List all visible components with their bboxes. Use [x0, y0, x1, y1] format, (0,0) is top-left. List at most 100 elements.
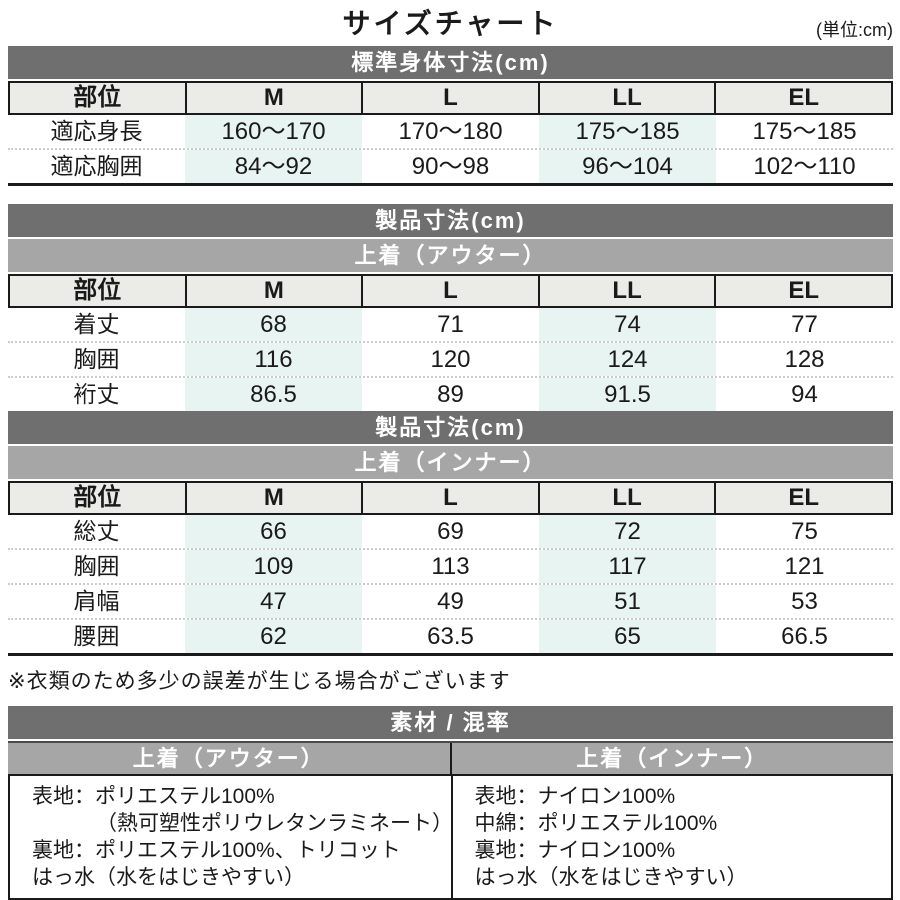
table-row: 腰囲 62 63.5 65 66.5: [8, 618, 893, 653]
row-label: 着丈: [73, 311, 120, 337]
body-size-header-row: 部位 M L LL EL: [8, 81, 893, 115]
row-label: 適応身長: [50, 118, 143, 144]
table-row: 胸囲 109 113 117 121: [8, 548, 893, 583]
column-header-ll: LL: [537, 276, 715, 306]
material-line: 中綿：ポリエステル100%: [474, 812, 718, 835]
cell-l: 69: [437, 518, 464, 545]
cell-m: 84〜92: [185, 150, 362, 183]
material-line: 表地：ポリエステル100%: [32, 785, 275, 808]
cell-m: 68: [185, 308, 362, 341]
product-inner-header-row: 部位 M L LL EL: [8, 481, 893, 515]
table-row: 裄丈 86.5 89 91.5 94: [8, 376, 893, 411]
cell-m: 62: [185, 620, 362, 653]
column-header-m: M: [184, 83, 362, 113]
column-header-l: L: [361, 483, 538, 513]
note-text: ※衣類のため多少の誤差が生じる場合がございます: [8, 670, 511, 693]
material-body: 表地：ポリエステル100% （熱可塑性ポリウレタンラミネート） 裏地：ポリエステ…: [8, 776, 893, 900]
cell-m: 109: [185, 550, 362, 583]
cell-ll: 91.5: [539, 378, 716, 411]
title-row: サイズチャート (単位:cm): [8, 8, 893, 46]
cell-m: 86.5: [185, 378, 362, 411]
cell-ll: 124: [539, 343, 716, 376]
row-label: 裄丈: [73, 381, 120, 407]
material-line: 裏地：ナイロン100%: [474, 839, 676, 862]
cell-el: 128: [784, 346, 825, 373]
material-line: 裏地：ポリエステル100%、トリコット: [32, 839, 401, 862]
column-header-ll: LL: [537, 483, 715, 513]
table-row: 胸囲 116 120 124 128: [8, 341, 893, 376]
cell-m: 47: [185, 585, 362, 618]
product-outer-band: 製品寸法(cm): [8, 204, 893, 237]
column-header-part: 部位: [73, 84, 122, 111]
row-label: 肩幅: [73, 588, 120, 614]
cell-l: 113: [431, 553, 470, 580]
row-label: 腰囲: [73, 623, 120, 649]
product-inner-table: 製品寸法(cm) 上着（インナー） 部位 M L LL EL 総丈 66 69 …: [8, 411, 893, 656]
cell-el: 66.5: [781, 623, 828, 650]
cell-ll: 51: [539, 585, 716, 618]
column-header-el: EL: [714, 83, 891, 113]
column-header-l: L: [361, 83, 538, 113]
unit-label: (単位:cm): [816, 20, 893, 40]
cell-ll: 96〜104: [539, 150, 716, 183]
material-line: 表地：ナイロン100%: [474, 785, 676, 808]
product-outer-subband: 上着（アウター）: [8, 239, 893, 272]
product-outer-table: 製品寸法(cm) 上着（アウター） 部位 M L LL EL 着丈 68 71 …: [8, 204, 893, 411]
table-row: 適応身長 160〜170 170〜180 175〜185 175〜185: [8, 115, 893, 148]
material-inner-cell: 表地：ナイロン100% 中綿：ポリエステル100% 裏地：ナイロン100% はっ…: [450, 776, 892, 898]
material-line: はっ水（水をはじきやすい）: [474, 866, 748, 889]
body-size-table: 標準身体寸法(cm) 部位 M L LL EL 適応身長 160〜170 170…: [8, 46, 893, 186]
cell-ll: 117: [539, 550, 716, 583]
cell-el: 53: [791, 588, 818, 615]
table-row: 肩幅 47 49 51 53: [8, 583, 893, 618]
table-row: 着丈 68 71 74 77: [8, 308, 893, 341]
page-title: サイズチャート: [342, 8, 559, 39]
cell-m: 160〜170: [185, 115, 362, 148]
column-header-part: 部位: [73, 277, 122, 304]
product-inner-subband: 上着（インナー）: [8, 446, 893, 479]
material-outer-cell: 表地：ポリエステル100% （熱可塑性ポリウレタンラミネート） 裏地：ポリエステ…: [10, 776, 453, 898]
cell-l: 89: [437, 381, 464, 408]
cell-el: 102〜110: [753, 153, 856, 180]
row-label: 胸囲: [73, 553, 120, 579]
column-header-m: M: [184, 276, 362, 306]
cell-l: 63.5: [427, 623, 474, 650]
column-header-el: EL: [714, 276, 891, 306]
cell-ll: 175〜185: [539, 115, 716, 148]
cell-l: 90〜98: [411, 153, 490, 180]
material-line: はっ水（水をはじきやすい）: [32, 866, 305, 889]
material-line: （熱可塑性ポリウレタンラミネート）: [96, 812, 453, 835]
cell-l: 170〜180: [398, 118, 503, 145]
material-table: 素材 / 混率 上着（アウター） 上着（インナー） 表地：ポリエステル100% …: [8, 706, 893, 900]
cell-m: 116: [185, 343, 362, 376]
material-header-outer: 上着（アウター）: [132, 746, 325, 771]
cell-l: 71: [437, 311, 464, 338]
row-label: 適応胸囲: [50, 153, 143, 179]
cell-el: 175〜185: [752, 118, 857, 145]
row-label: 総丈: [73, 518, 120, 544]
material-table-band: 素材 / 混率: [8, 706, 893, 739]
row-label: 胸囲: [73, 346, 120, 372]
product-inner-band: 製品寸法(cm): [8, 411, 893, 444]
table-row: 適応胸囲 84〜92 90〜98 96〜104 102〜110: [8, 148, 893, 183]
cell-m: 66: [185, 515, 362, 548]
cell-el: 121: [784, 553, 825, 580]
cell-ll: 65: [539, 620, 716, 653]
cell-ll: 74: [539, 308, 716, 341]
material-header-inner: 上着（インナー）: [449, 743, 894, 774]
cell-ll: 72: [539, 515, 716, 548]
column-header-el: EL: [714, 483, 891, 513]
cell-l: 120: [430, 346, 471, 373]
column-header-ll: LL: [537, 83, 715, 113]
cell-l: 49: [437, 588, 464, 615]
material-header-row: 上着（アウター） 上着（インナー）: [8, 741, 893, 776]
column-header-part: 部位: [73, 484, 122, 511]
product-outer-header-row: 部位 M L LL EL: [8, 274, 893, 308]
column-header-l: L: [361, 276, 538, 306]
table-row: 総丈 66 69 72 75: [8, 515, 893, 548]
cell-el: 75: [791, 518, 818, 545]
cell-el: 94: [791, 381, 818, 408]
cell-el: 77: [791, 311, 818, 338]
body-size-table-band: 標準身体寸法(cm): [8, 46, 893, 79]
